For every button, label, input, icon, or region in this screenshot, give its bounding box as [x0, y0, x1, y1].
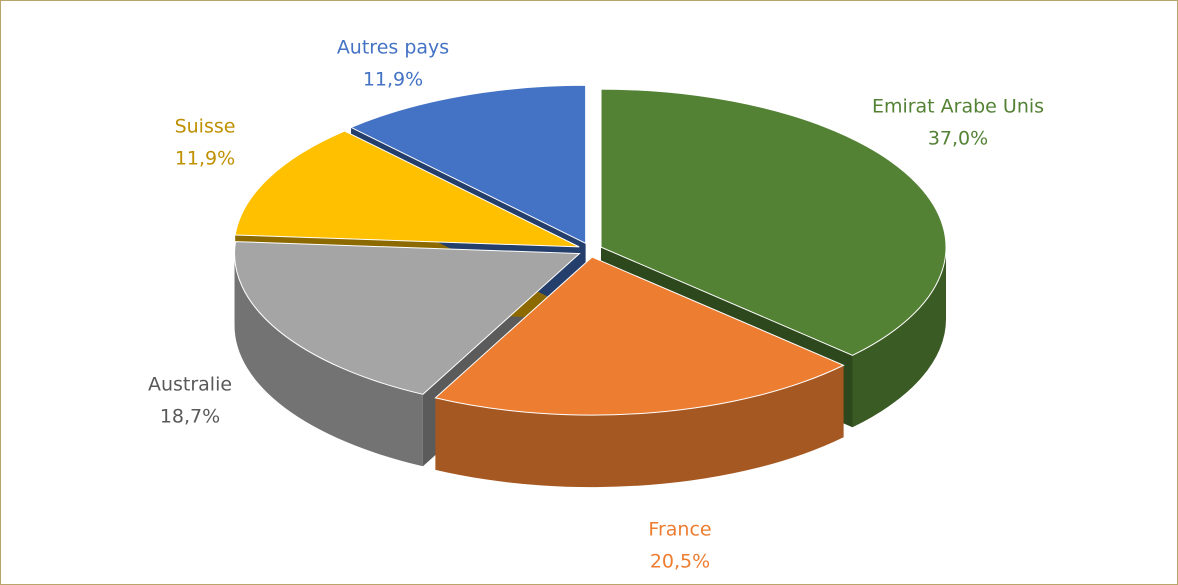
slice-label-value: 20,5%: [650, 551, 710, 573]
slice: [349, 84, 587, 245]
slice-label-value: 11,9%: [175, 148, 235, 170]
slice: [600, 88, 947, 356]
slice: [234, 241, 581, 395]
slice-side: [435, 365, 844, 488]
slice: [434, 256, 845, 416]
slice-label-name: Emirat Arabe Unis: [872, 96, 1044, 118]
slice-label-value: 18,7%: [160, 406, 220, 428]
slice-label-value: 11,9%: [363, 69, 423, 91]
slice-label-name: Autres pays: [337, 37, 449, 59]
slice-label-name: Australie: [148, 374, 232, 396]
slice-side: [852, 247, 947, 428]
slice-label-name: Suisse: [175, 116, 236, 138]
slice-side: [234, 253, 423, 467]
slice-label-value: 37,0%: [928, 128, 988, 150]
slice: [234, 130, 580, 248]
slice-label-name: France: [648, 519, 711, 541]
